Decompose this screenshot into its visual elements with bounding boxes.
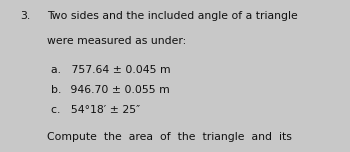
Text: b.   946.70 ± 0.055 m: b. 946.70 ± 0.055 m [51,85,169,95]
Text: c.   54°18′ ± 25″: c. 54°18′ ± 25″ [51,105,140,115]
Text: Two sides and the included angle of a triangle: Two sides and the included angle of a tr… [47,11,298,21]
Text: 3.: 3. [20,11,30,21]
Text: were measured as under:: were measured as under: [47,36,187,47]
Text: a.   757.64 ± 0.045 m: a. 757.64 ± 0.045 m [51,65,170,75]
Text: Compute  the  area  of  the  triangle  and  its: Compute the area of the triangle and its [47,132,292,142]
